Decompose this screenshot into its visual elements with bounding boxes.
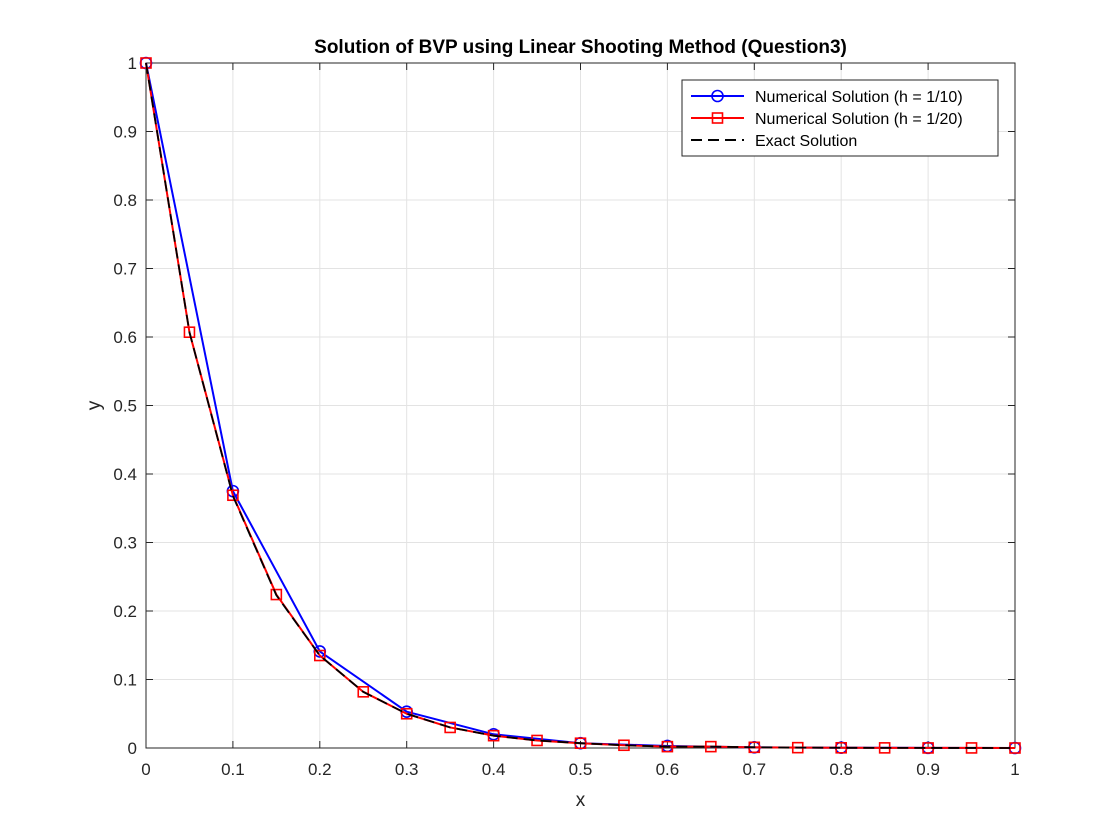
x-tick-label: 0.3 (395, 760, 419, 779)
data-point (183, 326, 196, 339)
data-point (444, 721, 456, 734)
x-tick-label: 0.6 (656, 760, 680, 779)
legend-entry: Numerical Solution (h = 1/10) (691, 89, 963, 106)
legend-label: Numerical Solution (h = 1/10) (755, 89, 963, 106)
series-group (139, 56, 1022, 755)
axis-ticks: 0 0.1 0.2 0.3 0.4 0.5 0.6 0.7 0.8 0.9 1 0 0.1 0.2 0.3 0… (113, 54, 1019, 779)
series-line (145, 62, 1016, 749)
y-tick-label: 0.3 (113, 534, 137, 553)
y-tick-label: 0.5 (113, 397, 137, 416)
series-3 (145, 62, 1016, 749)
x-tick-label: 0.8 (829, 760, 853, 779)
x-tick-label: 0 (141, 760, 150, 779)
legend: Numerical Solution (h = 1/10) Numerical S… (681, 79, 999, 157)
y-tick-label: 0.6 (113, 328, 137, 347)
data-point (357, 686, 370, 698)
y-tick-label: 0.1 (113, 671, 137, 690)
x-tick-label: 0.2 (308, 760, 332, 779)
x-tick-label: 0.9 (916, 760, 940, 779)
legend-marker (711, 112, 724, 124)
legend-entry: Numerical Solution (h = 1/20) (691, 111, 963, 128)
legend-marker (711, 89, 724, 103)
y-tick-label: 1 (128, 54, 137, 73)
legend-label: Exact Solution (755, 133, 857, 150)
x-axis-label: x (576, 790, 586, 811)
data-point (270, 588, 283, 601)
chart-title: Solution of BVP using Linear Shooting Me… (314, 37, 847, 58)
data-point (227, 489, 239, 502)
x-tick-label: 1 (1010, 760, 1019, 779)
y-tick-label: 0.9 (113, 123, 137, 142)
data-point (313, 649, 326, 662)
x-tick-label: 0.1 (221, 760, 245, 779)
y-tick-label: 0.2 (113, 602, 137, 621)
y-axis-label: y (84, 400, 105, 410)
x-tick-label: 0.4 (482, 760, 506, 779)
x-tick-label: 0.5 (569, 760, 593, 779)
legend-entry: Exact Solution (691, 133, 857, 150)
legend-label: Numerical Solution (h = 1/20) (755, 111, 963, 128)
data-point (400, 707, 413, 720)
y-tick-label: 0.4 (113, 465, 137, 484)
y-tick-label: 0.8 (113, 191, 137, 210)
x-tick-label: 0.7 (742, 760, 766, 779)
y-tick-label: 0.7 (113, 260, 137, 279)
y-tick-label: 0 (128, 739, 137, 758)
